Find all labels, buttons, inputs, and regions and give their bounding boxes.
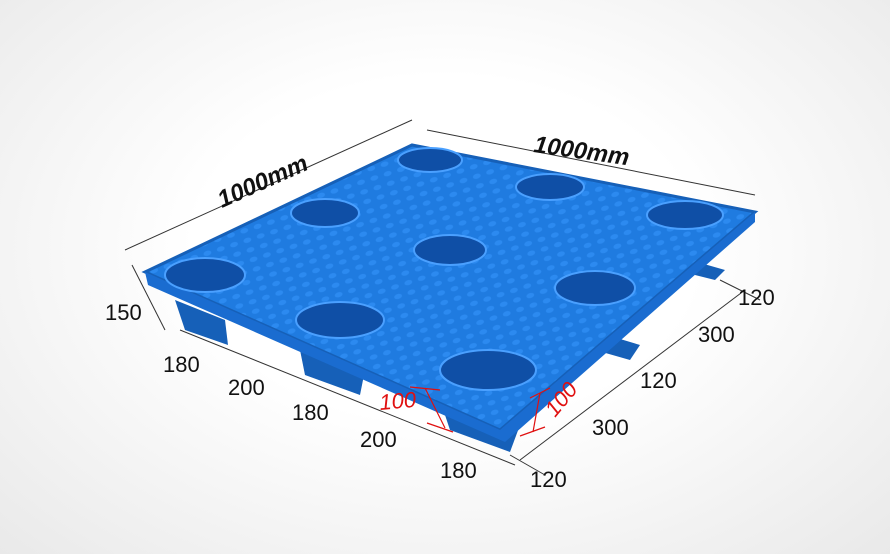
dimension-lines — [124, 119, 761, 476]
front-dim-3: 180 — [292, 400, 329, 425]
front-dim-4: 200 — [360, 427, 397, 452]
width-label: 1000mm — [532, 131, 631, 171]
pallet-cups — [164, 147, 724, 391]
front-dim-1: 180 — [163, 352, 200, 377]
height-label: 150 — [105, 300, 142, 325]
right-dim-4: 300 — [592, 415, 629, 440]
right-dim-3: 120 — [640, 368, 677, 393]
front-dim-5: 180 — [440, 458, 477, 483]
right-dim-2: 300 — [698, 322, 735, 347]
pallet-edge — [145, 212, 755, 442]
right-dim-1: 120 — [738, 285, 775, 310]
foot-height-left: 100 — [378, 387, 418, 415]
front-dim-2: 200 — [228, 375, 265, 400]
foot-height-markers — [409, 386, 551, 437]
right-dim-5: 120 — [530, 467, 567, 492]
